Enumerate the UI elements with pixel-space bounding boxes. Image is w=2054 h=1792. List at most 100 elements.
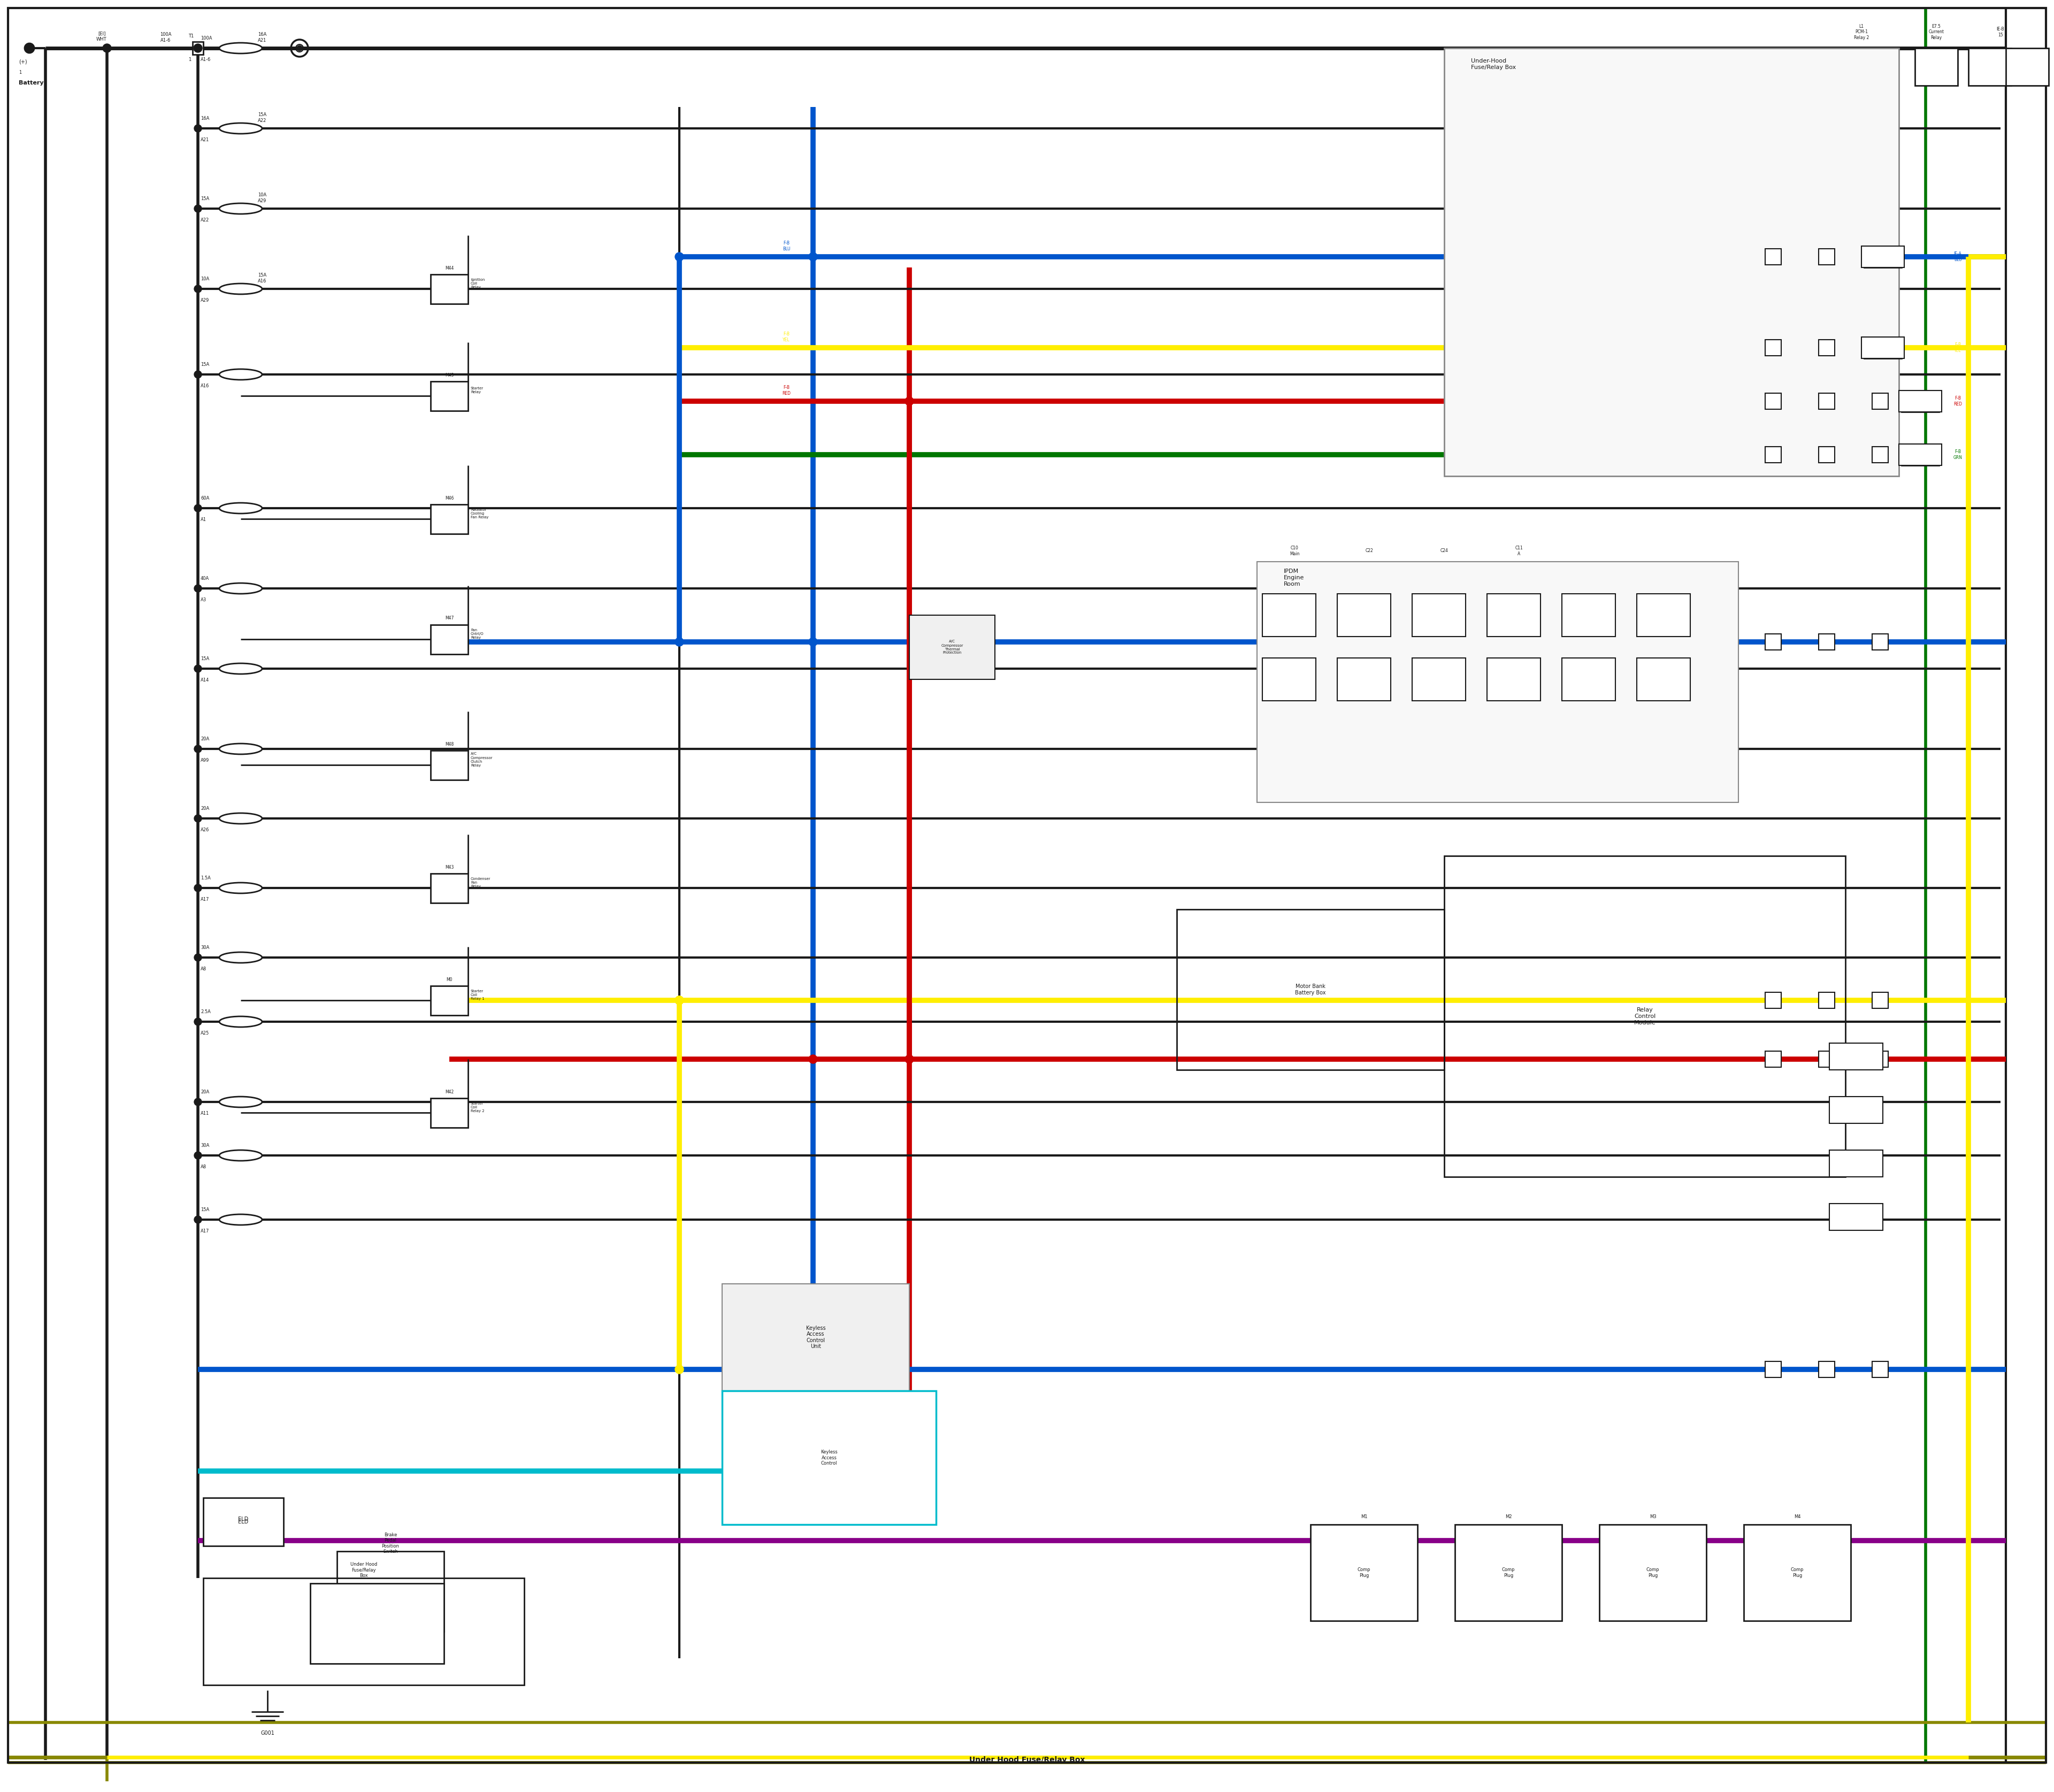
Text: Under Hood
Fuse/Relay
Box: Under Hood Fuse/Relay Box (351, 1563, 378, 1579)
Text: A26: A26 (201, 828, 210, 833)
Text: Starter
Coil
Relay 1: Starter Coil Relay 1 (470, 989, 485, 1000)
Circle shape (103, 43, 111, 52)
Circle shape (676, 638, 684, 647)
Circle shape (195, 371, 201, 378)
Bar (1764, 446, 1781, 462)
Text: Fan
Cntrl/O
Relay: Fan Cntrl/O Relay (470, 629, 485, 640)
Bar (1444, 48, 1898, 477)
Text: Under Hood Fuse/Relay Box: Under Hood Fuse/Relay Box (969, 1756, 1085, 1763)
Text: C24: C24 (1440, 548, 1448, 554)
Text: Comp
Plug: Comp Plug (1791, 1568, 1803, 1579)
Circle shape (25, 43, 33, 52)
Bar (203, 1579, 524, 1684)
Bar (1454, 1525, 1561, 1620)
Text: Relay
Control
Module: Relay Control Module (1633, 1007, 1656, 1025)
Text: F-B
GRN: F-B GRN (1953, 450, 1962, 461)
Text: 60A: 60A (201, 496, 210, 502)
Bar (723, 1391, 937, 1525)
Bar (1337, 658, 1391, 701)
Ellipse shape (220, 1016, 263, 1027)
Bar (1968, 48, 2011, 86)
Bar (723, 1283, 910, 1391)
Text: Comp
Plug: Comp Plug (1645, 1568, 1660, 1579)
Text: PCM-75
Serenity: PCM-75 Serenity (355, 1600, 374, 1609)
Text: 15A
A22: 15A A22 (257, 113, 267, 124)
Bar (1764, 249, 1781, 265)
Text: A17: A17 (201, 1229, 210, 1235)
Text: 1: 1 (18, 70, 21, 75)
Bar (431, 625, 468, 654)
Text: IE-B
15: IE-B 15 (1996, 27, 2005, 38)
Bar (1871, 340, 1888, 357)
Text: Keyless
Access
Control
Unit: Keyless Access Control Unit (805, 1326, 826, 1349)
Text: Comp
Plug: Comp Plug (1501, 1568, 1516, 1579)
Circle shape (809, 1055, 817, 1063)
Text: M46: M46 (446, 496, 454, 500)
Bar (1561, 658, 1614, 701)
Bar (1310, 1525, 1417, 1620)
Bar (1764, 1362, 1781, 1378)
Bar (1871, 993, 1888, 1009)
Text: F-B
RED: F-B RED (783, 385, 791, 396)
Bar (310, 1584, 444, 1663)
Bar (1861, 337, 1904, 358)
Text: M47: M47 (446, 616, 454, 620)
Bar (203, 1498, 283, 1546)
Bar (1830, 1043, 1884, 1070)
Bar (431, 751, 468, 780)
Text: Ignition
Coil
Relay: Ignition Coil Relay (470, 278, 485, 289)
Ellipse shape (220, 283, 263, 294)
Text: A11: A11 (201, 1111, 210, 1116)
Bar (1637, 658, 1690, 701)
Bar (431, 986, 468, 1016)
Bar (1818, 446, 1834, 462)
Bar (1764, 993, 1781, 1009)
Ellipse shape (220, 663, 263, 674)
Circle shape (809, 253, 817, 262)
Circle shape (195, 125, 201, 133)
Ellipse shape (220, 43, 263, 54)
Bar (910, 615, 994, 679)
Bar (193, 41, 203, 54)
Bar (1818, 1052, 1834, 1068)
Text: Under-Hood
Fuse/Relay Box: Under-Hood Fuse/Relay Box (1471, 59, 1516, 70)
Bar (1818, 340, 1834, 357)
Bar (1871, 1052, 1888, 1068)
Text: 10A
A29: 10A A29 (257, 194, 267, 202)
Bar (1413, 593, 1467, 636)
Text: F-B
BLU: F-B BLU (783, 240, 791, 251)
Text: G001: G001 (261, 1731, 275, 1736)
Ellipse shape (220, 1097, 263, 1107)
Text: Motor Bank
Battery Box: Motor Bank Battery Box (1296, 984, 1327, 995)
Circle shape (193, 43, 201, 52)
Text: A22: A22 (201, 219, 210, 222)
Circle shape (809, 638, 817, 647)
Bar (1902, 444, 1939, 466)
Bar (1764, 634, 1781, 650)
Text: 20A: 20A (201, 737, 210, 742)
Text: A/C
Compressor
Thermal
Protection: A/C Compressor Thermal Protection (941, 640, 963, 654)
Text: (+): (+) (18, 59, 27, 65)
Circle shape (676, 996, 684, 1005)
Text: 15A: 15A (201, 656, 210, 661)
Circle shape (195, 285, 201, 292)
Circle shape (195, 883, 201, 892)
Bar (1764, 1052, 1781, 1068)
Text: 1: 1 (189, 57, 191, 63)
Text: A1: A1 (201, 518, 207, 521)
Circle shape (195, 953, 201, 961)
Text: A/C
Compressor
Clutch
Relay: A/C Compressor Clutch Relay (470, 753, 493, 767)
Circle shape (195, 1217, 201, 1224)
Text: GRN: GRN (1851, 1054, 1861, 1059)
Text: Condenser
Fan
Relay: Condenser Fan Relay (470, 878, 491, 889)
Circle shape (676, 1366, 684, 1374)
Ellipse shape (220, 744, 263, 754)
Text: A3: A3 (201, 599, 207, 602)
Bar (1865, 246, 1902, 267)
Circle shape (195, 1018, 201, 1025)
Bar (1257, 561, 1738, 803)
Bar (1871, 446, 1888, 462)
Ellipse shape (220, 1150, 263, 1161)
Text: 30A: 30A (201, 1143, 210, 1149)
Text: 30A: 30A (201, 946, 210, 950)
